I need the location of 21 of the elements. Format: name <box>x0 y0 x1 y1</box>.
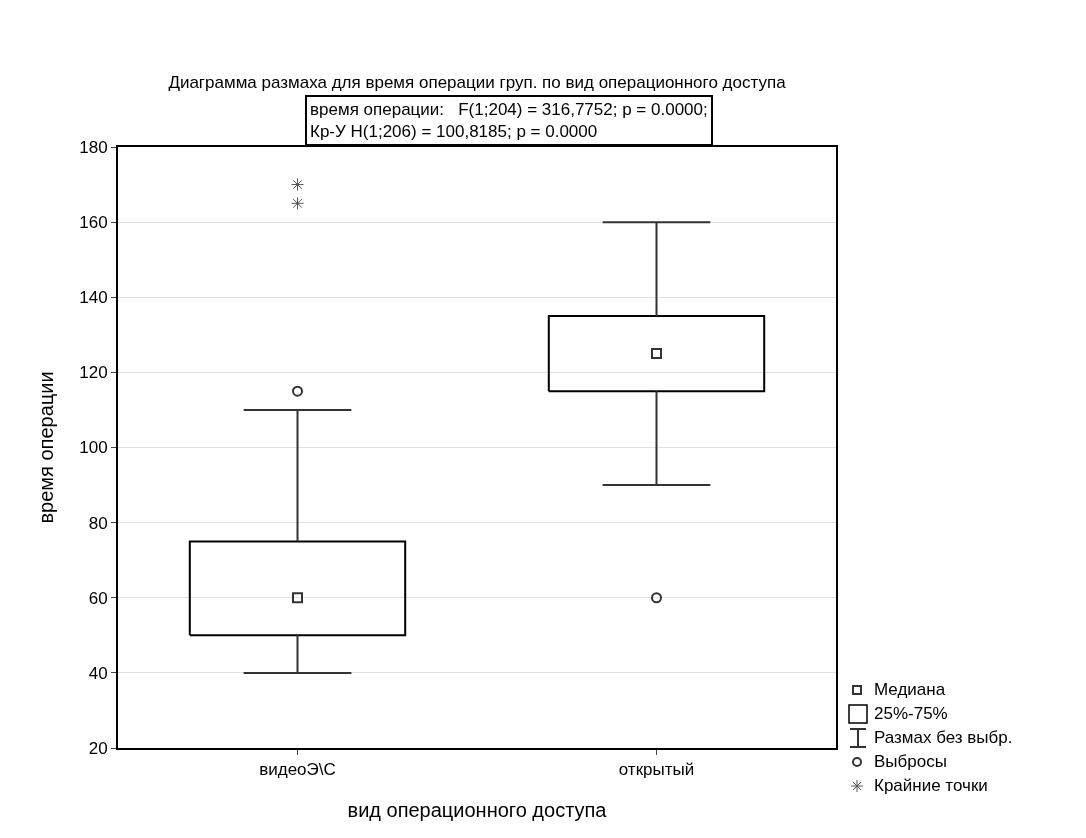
text: Медиана <box>874 680 946 700</box>
text: время операции: F(1;204) = 316,7752; p = 0.0000; <box>310 100 708 119</box>
legend-label: Крайние точки <box>874 776 988 796</box>
chart-title: Диаграмма размаха для время операции груп. по вид операционного доступа <box>168 72 787 92</box>
y-tick-label: 100 <box>79 438 108 458</box>
y-tick-label: 140 <box>79 288 108 308</box>
y-tick-label: 60 <box>88 588 108 608</box>
y-tick-label: 20 <box>88 738 108 758</box>
y-tick-label: 180 <box>79 137 108 157</box>
y-tick-label: 120 <box>79 363 108 383</box>
y-axis-title: время операции <box>35 371 58 524</box>
y-tick-label: 40 <box>88 663 108 683</box>
text: Размах без выбр. <box>874 728 1013 748</box>
legend-label: 25%-75% <box>874 704 948 724</box>
x-tick-label: видеоЭ\С <box>259 760 336 780</box>
text: Кр-У H(1;206) = 100,8185; p = 0.0000 <box>310 122 598 142</box>
y-tick-label: 80 <box>88 513 108 533</box>
x-tick-label: открытый <box>618 760 695 780</box>
y-tick-label: 160 <box>79 213 108 233</box>
x-axis-title: вид операционного доступа <box>347 799 608 822</box>
text: Выбросы <box>874 752 947 772</box>
